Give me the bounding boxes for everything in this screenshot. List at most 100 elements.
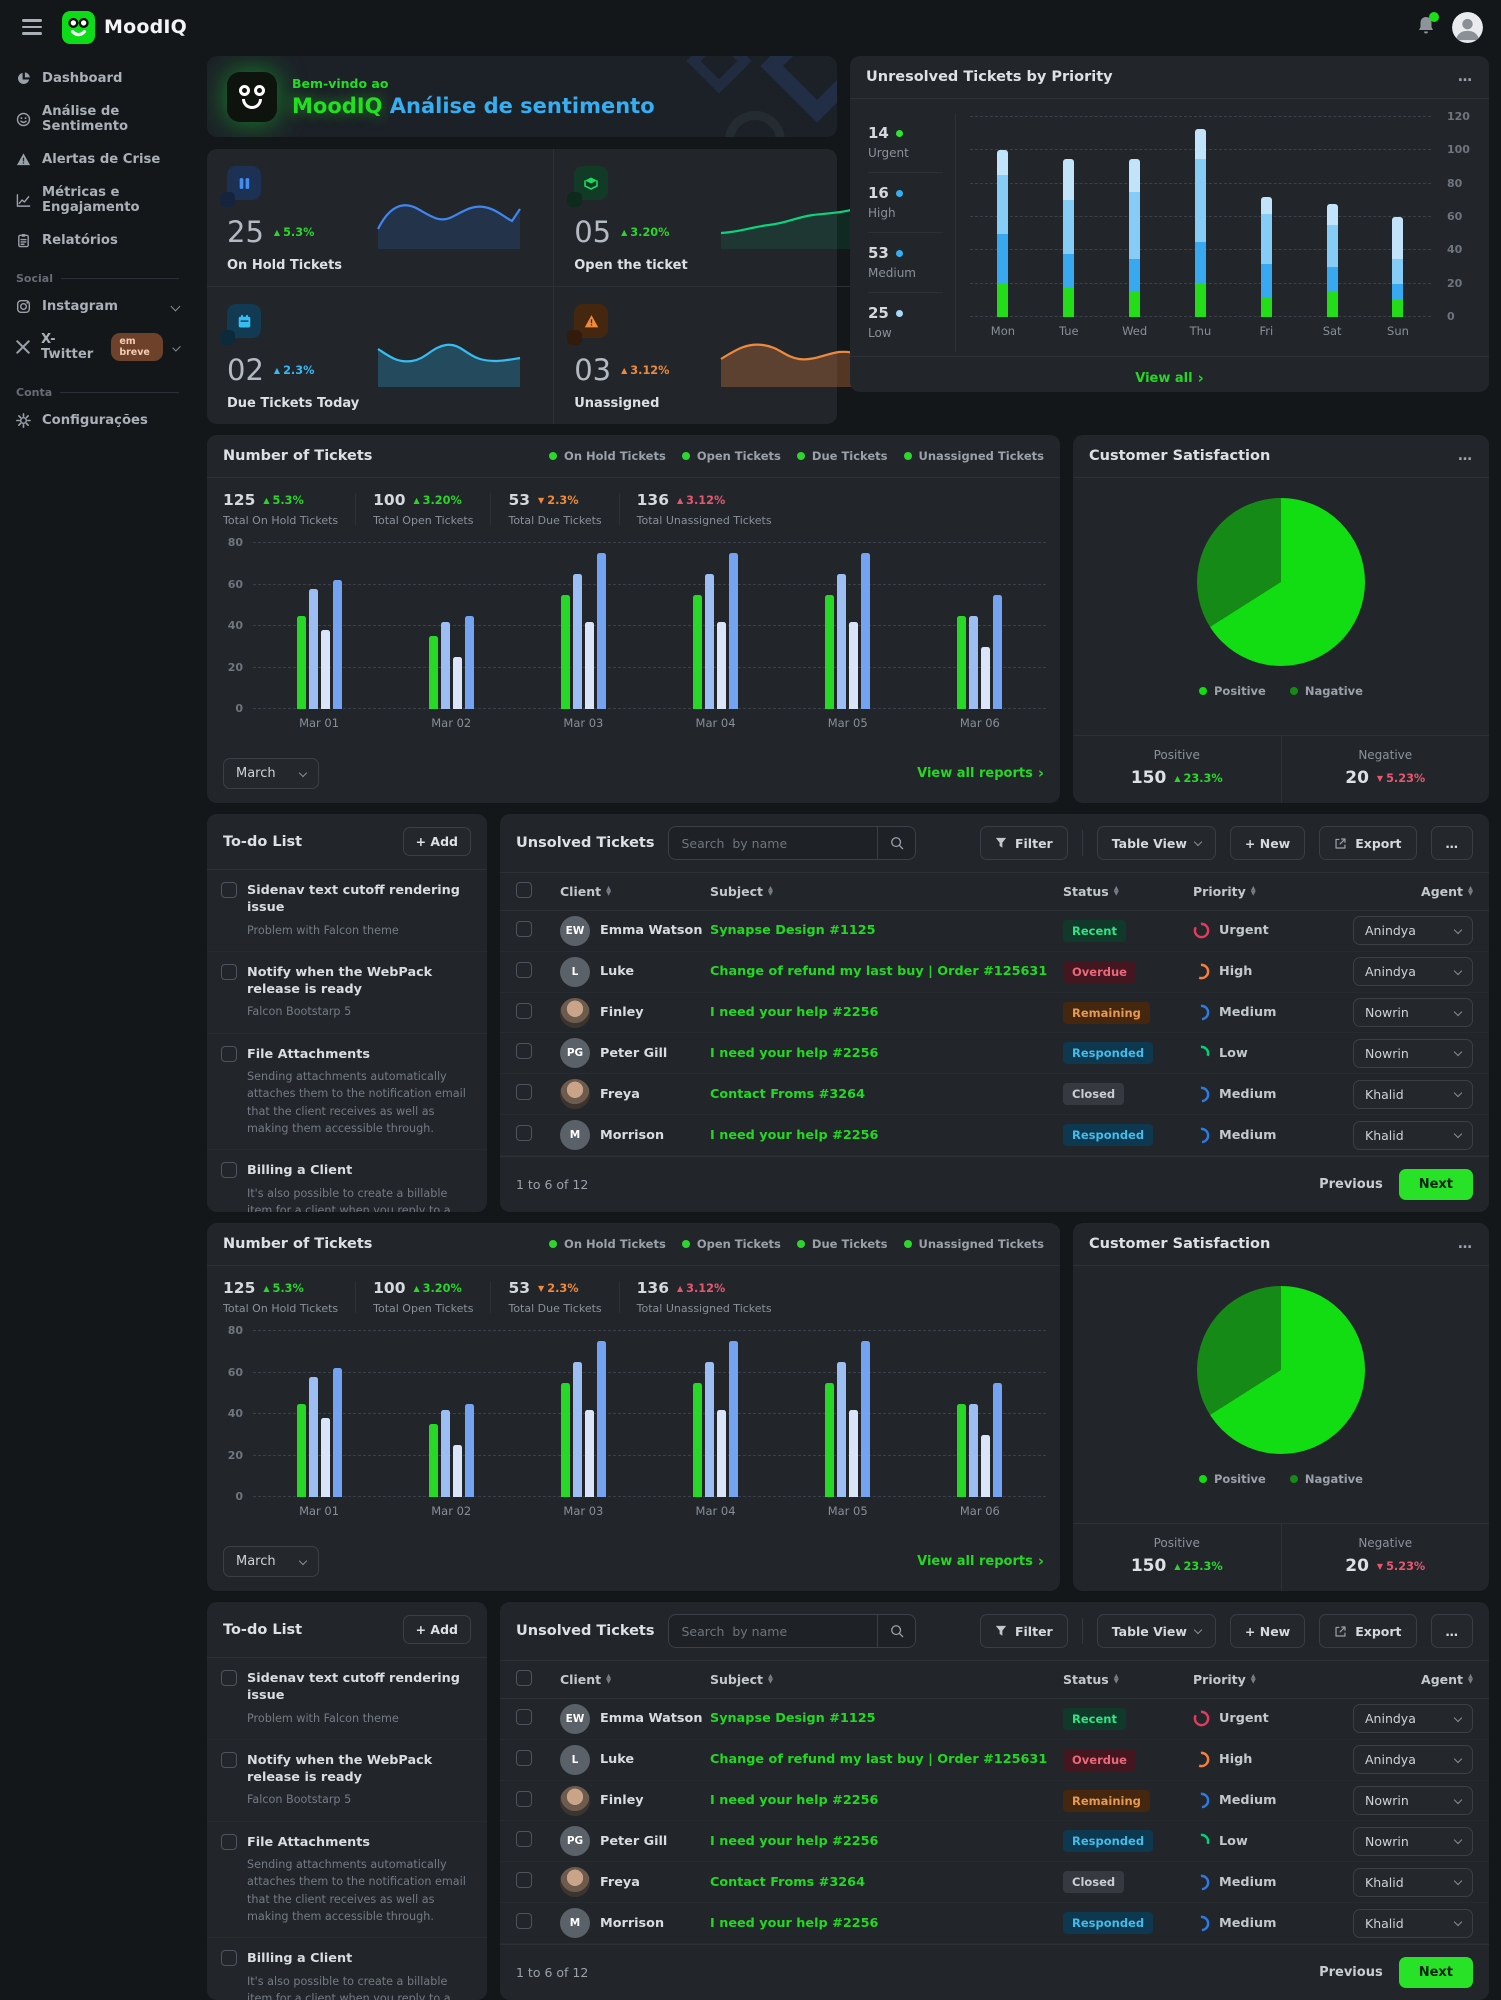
month-select[interactable]: March bbox=[223, 758, 319, 789]
sidebar-item-relatorios[interactable]: Relatórios bbox=[0, 224, 195, 257]
row-checkbox[interactable] bbox=[516, 1790, 532, 1807]
sidebar-item-configuracoes[interactable]: Configurações bbox=[0, 404, 195, 437]
previous-button[interactable]: Previous bbox=[1319, 1177, 1383, 1192]
todo-checkbox[interactable] bbox=[221, 1751, 237, 1768]
sidebar-item-x-twitter[interactable]: X-Twitter em breve bbox=[0, 323, 195, 371]
row-checkbox[interactable] bbox=[516, 1749, 532, 1766]
new-button[interactable]: + New bbox=[1229, 1614, 1306, 1648]
export-button[interactable]: Export bbox=[1319, 826, 1417, 860]
todo-checkbox[interactable] bbox=[221, 1162, 237, 1179]
view-all-link[interactable]: View all › bbox=[1135, 369, 1204, 387]
next-button[interactable]: Next bbox=[1398, 1957, 1473, 1988]
more-menu-icon[interactable]: … bbox=[1458, 448, 1473, 464]
sort-status[interactable]: Status ▲ ▼ bbox=[1063, 883, 1119, 899]
agent-select[interactable]: Khalid bbox=[1353, 1120, 1473, 1150]
row-checkbox[interactable] bbox=[516, 1125, 532, 1142]
brand[interactable]: MoodIQ bbox=[62, 10, 187, 44]
sort-priority[interactable]: Priority ▲ ▼ bbox=[1193, 883, 1256, 899]
table-view-button[interactable]: Table View bbox=[1096, 826, 1216, 860]
ticket-subject-link[interactable]: Change of refund my last buy | Order #12… bbox=[710, 1752, 1048, 1768]
sort-subject[interactable]: Subject ▲ ▼ bbox=[710, 1671, 773, 1687]
sort-agent[interactable]: Agent ▲ ▼ bbox=[1421, 883, 1473, 899]
select-all-checkbox[interactable] bbox=[516, 1669, 532, 1686]
user-avatar[interactable] bbox=[1452, 11, 1483, 43]
ticket-subject-link[interactable]: I need your help #2256 bbox=[710, 1127, 879, 1143]
previous-button[interactable]: Previous bbox=[1319, 1965, 1383, 1980]
sidebar-item-instagram[interactable]: Instagram bbox=[0, 290, 195, 323]
sort-subject[interactable]: Subject ▲ ▼ bbox=[710, 883, 773, 899]
agent-select[interactable]: Anindya bbox=[1353, 957, 1473, 987]
agent-select[interactable]: Khalid bbox=[1353, 1908, 1473, 1938]
sort-agent[interactable]: Agent ▲ ▼ bbox=[1421, 1671, 1473, 1687]
agent-select[interactable]: Khalid bbox=[1353, 1867, 1473, 1897]
sort-status[interactable]: Status ▲ ▼ bbox=[1063, 1671, 1119, 1687]
row-checkbox[interactable] bbox=[516, 1831, 532, 1848]
ticket-subject-link[interactable]: Synapse Design #1125 bbox=[710, 923, 876, 939]
sort-client[interactable]: Client ▲ ▼ bbox=[560, 883, 612, 899]
select-all-checkbox[interactable] bbox=[516, 881, 532, 898]
todo-checkbox[interactable] bbox=[221, 882, 237, 898]
next-button[interactable]: Next bbox=[1398, 1169, 1473, 1200]
todo-checkbox[interactable] bbox=[221, 1833, 237, 1850]
ticket-subject-link[interactable]: I need your help #2256 bbox=[710, 1793, 879, 1809]
sidebar-item-dashboard[interactable]: Dashboard bbox=[0, 62, 195, 95]
agent-select[interactable]: Anindya bbox=[1353, 1704, 1473, 1734]
search-input[interactable] bbox=[669, 1623, 878, 1639]
ticket-subject-link[interactable]: Change of refund my last buy | Order #12… bbox=[710, 964, 1048, 980]
month-select[interactable]: March bbox=[223, 1546, 319, 1577]
todo-item: Notify when the WebPack release is ready… bbox=[207, 952, 487, 1034]
row-checkbox[interactable] bbox=[516, 1872, 532, 1889]
row-checkbox[interactable] bbox=[516, 1043, 532, 1060]
todo-checkbox[interactable] bbox=[221, 1045, 237, 1062]
x-tick-label: Mar 05 bbox=[827, 1504, 868, 1518]
sidebar-item-metricas-e-engajamento[interactable]: Métricas e Engajamento bbox=[0, 176, 195, 224]
row-checkbox[interactable] bbox=[516, 1913, 532, 1930]
ticket-subject-link[interactable]: Synapse Design #1125 bbox=[710, 1711, 876, 1727]
row-checkbox[interactable] bbox=[516, 1708, 532, 1725]
row-checkbox[interactable] bbox=[516, 920, 532, 937]
ticket-subject-link[interactable]: I need your help #2256 bbox=[710, 1005, 879, 1021]
row-checkbox[interactable] bbox=[516, 1084, 532, 1101]
export-button[interactable]: Export bbox=[1319, 1614, 1417, 1648]
search-icon[interactable] bbox=[877, 827, 915, 859]
add-todo-button[interactable]: + Add bbox=[402, 1615, 471, 1644]
new-button[interactable]: + New bbox=[1229, 826, 1306, 860]
sidebar-item-analise-de-sentimento[interactable]: Análise de Sentimento bbox=[0, 95, 195, 143]
ticket-subject-link[interactable]: Contact Froms #3264 bbox=[710, 1086, 865, 1102]
hamburger-menu-icon[interactable] bbox=[18, 15, 46, 38]
add-todo-button[interactable]: + Add bbox=[402, 827, 471, 856]
agent-select[interactable]: Nowrin bbox=[1353, 1826, 1473, 1856]
more-menu-icon[interactable]: … bbox=[1458, 1236, 1473, 1252]
table-view-button[interactable]: Table View bbox=[1096, 1614, 1216, 1648]
agent-select[interactable]: Nowrin bbox=[1353, 1786, 1473, 1816]
notifications-bell-icon[interactable] bbox=[1416, 12, 1439, 39]
more-button[interactable]: … bbox=[1430, 826, 1473, 860]
todo-checkbox[interactable] bbox=[221, 1950, 237, 1967]
bar-high bbox=[1129, 258, 1141, 292]
more-menu-icon[interactable]: … bbox=[1458, 69, 1473, 85]
filter-button[interactable]: Filter bbox=[979, 826, 1068, 860]
search-input[interactable] bbox=[669, 835, 878, 851]
row-checkbox[interactable] bbox=[516, 1002, 532, 1019]
search-icon[interactable] bbox=[877, 1615, 915, 1647]
sort-client[interactable]: Client ▲ ▼ bbox=[560, 1671, 612, 1687]
bar-unassigned-tickets bbox=[993, 594, 1003, 709]
sort-priority[interactable]: Priority ▲ ▼ bbox=[1193, 1671, 1256, 1687]
agent-select[interactable]: Khalid bbox=[1353, 1079, 1473, 1109]
ticket-subject-link[interactable]: I need your help #2256 bbox=[710, 1915, 879, 1931]
row-checkbox[interactable] bbox=[516, 961, 532, 978]
todo-checkbox[interactable] bbox=[221, 963, 237, 980]
sidebar-item-alertas-de-crise[interactable]: Alertas de Crise bbox=[0, 143, 195, 176]
filter-button[interactable]: Filter bbox=[979, 1614, 1068, 1648]
view-all-reports-link[interactable]: View all reports › bbox=[917, 1552, 1044, 1570]
agent-select[interactable]: Anindya bbox=[1353, 916, 1473, 946]
view-all-reports-link[interactable]: View all reports › bbox=[917, 764, 1044, 782]
more-button[interactable]: … bbox=[1430, 1614, 1473, 1648]
agent-select[interactable]: Anindya bbox=[1353, 1745, 1473, 1775]
todo-checkbox[interactable] bbox=[221, 1670, 237, 1686]
agent-select[interactable]: Nowrin bbox=[1353, 1038, 1473, 1068]
ticket-subject-link[interactable]: I need your help #2256 bbox=[710, 1045, 879, 1061]
ticket-subject-link[interactable]: I need your help #2256 bbox=[710, 1833, 879, 1849]
ticket-subject-link[interactable]: Contact Froms #3264 bbox=[710, 1874, 865, 1890]
agent-select[interactable]: Nowrin bbox=[1353, 998, 1473, 1028]
